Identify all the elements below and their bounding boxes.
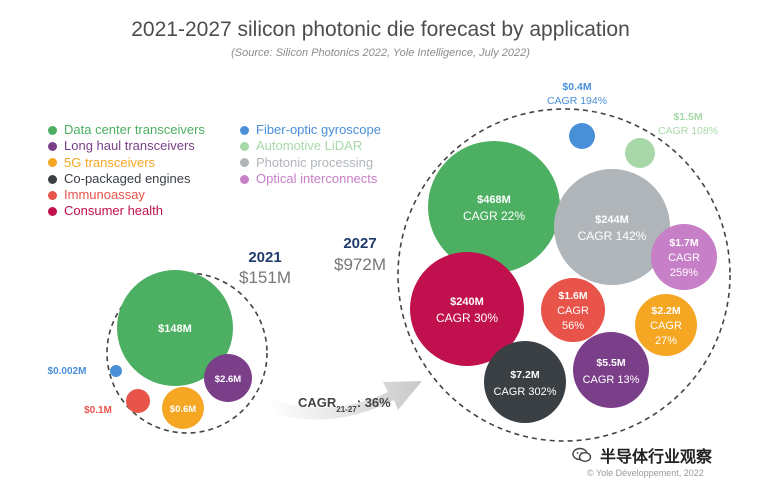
- legend-item: Automotive LiDAR: [240, 138, 381, 154]
- group-total-2027: $972M: [334, 255, 386, 274]
- bubble-cagr-label: CAGR 22%: [463, 209, 525, 223]
- bubble-cagr-label: 27%: [655, 335, 677, 347]
- bubble-value-label: $1.5M: [673, 111, 702, 123]
- group-year-2021: 2021: [248, 249, 281, 266]
- group-total-2021: $151M: [239, 268, 291, 287]
- watermark-text: 半导体行业观察: [600, 449, 713, 466]
- bubble-2027-long-haul-transceivers: [573, 332, 649, 408]
- legend-item: Data center transceivers: [48, 122, 205, 138]
- legend-swatch: [240, 141, 249, 151]
- legend-item: Consumer health: [48, 203, 205, 219]
- legend-label: Consumer health: [64, 203, 163, 219]
- group-outline-2027: [397, 108, 731, 442]
- bubble-value-label: $1.6M: [558, 290, 587, 302]
- bubble-value-label: $0.6M: [170, 404, 196, 415]
- bubble-2027-immunoassay: [541, 278, 605, 342]
- bubble-value-label: $5.5M: [596, 357, 625, 369]
- legend-item: 5G transceivers: [48, 155, 205, 171]
- bubble-2027-photonic-processing: [554, 169, 670, 285]
- bubble-2027-fiber-optic-gyroscope: [569, 123, 595, 149]
- legend-label: Immunoassay: [64, 187, 145, 203]
- bubble-2027-automotive-lidar: [625, 138, 655, 168]
- bubble-value-label: $244M: [595, 214, 629, 226]
- bubble-value-label: $148M: [158, 323, 192, 335]
- legend-label: Photonic processing: [256, 154, 374, 170]
- bubble-2021-immunoassay: [126, 389, 150, 413]
- chart-subtitle: (Source: Silicon Photonics 2022, Yole In…: [231, 47, 530, 59]
- watermark: 半导体行业观察: [572, 443, 712, 467]
- bubble-cagr-label: 259%: [670, 267, 698, 279]
- bubble-2027-optical-interconnects: [651, 224, 717, 290]
- bubble-cagr-label: CAGR 302%: [494, 386, 557, 398]
- bubble-cagr-label: CAGR 142%: [578, 229, 647, 243]
- legend-label: Fiber-optic gyroscope: [256, 122, 381, 137]
- overall-cagr-label: CAGR21-27: 36%: [298, 395, 391, 414]
- wechat-icon: [572, 447, 592, 463]
- chart-title: 2021-2027 silicon photonic die forecast …: [131, 18, 630, 41]
- legend-label: Data center transceivers: [64, 122, 205, 137]
- group-year-2027: 2027: [343, 235, 376, 252]
- bubble-value-label: $2.6M: [215, 374, 241, 385]
- group-outline-2021: [106, 272, 268, 434]
- legend-label: Long haul transceivers: [64, 138, 195, 154]
- bubble-value-label: $0.4M: [562, 81, 591, 93]
- legend-swatch: [48, 141, 57, 151]
- legend-swatch: [240, 158, 249, 168]
- bubble-2021-fiber-optic-gyroscope: [110, 365, 122, 377]
- bubble-2027-consumer-health: [410, 252, 524, 366]
- legend-item: Fiber-optic gyroscope: [240, 122, 381, 138]
- legend-left: Data center transceivers Long haul transc…: [48, 122, 205, 220]
- legend-label: Automotive LiDAR: [256, 138, 363, 154]
- legend-label: 5G transceivers: [64, 154, 156, 170]
- bubble-cagr-label: CAGR 30%: [436, 311, 498, 325]
- bubble-value-label: $1.7M: [669, 237, 698, 249]
- bubble-cagr-label: CAGR: [650, 320, 682, 332]
- legend-item: Immunoassay: [48, 187, 205, 203]
- legend-item: Photonic processing: [240, 155, 381, 171]
- bubble-value-label: $0.1M: [84, 405, 112, 416]
- copyright: © Yole Développement, 2022: [587, 468, 704, 478]
- legend-swatch: [240, 125, 249, 135]
- bubble-cagr-label: 56%: [562, 320, 584, 332]
- bubble-cagr-label: CAGR 13%: [583, 374, 640, 386]
- bubble-cagr-label: CAGR 108%: [658, 125, 718, 137]
- bubble-cagr-label: CAGR 194%: [547, 95, 607, 107]
- legend-swatch: [48, 174, 57, 184]
- legend-swatch: [48, 190, 57, 200]
- bubble-value-label: $468M: [477, 194, 511, 206]
- legend-right: Fiber-optic gyroscope Automotive LiDAR Pho…: [240, 122, 381, 187]
- legend-swatch: [48, 207, 57, 217]
- bubble-2021-long-haul-transceivers: [204, 354, 252, 402]
- bubble-2027-co-packaged-engines: [484, 341, 566, 423]
- legend-swatch: [48, 125, 57, 135]
- bubble-value-label: $7.2M: [510, 369, 539, 381]
- bubble-cagr-label: CAGR: [668, 252, 700, 264]
- legend-item: Optical interconnects: [240, 171, 381, 187]
- bubble-cagr-label: CAGR: [557, 305, 589, 317]
- bubble-2021-5g-transceivers: [162, 387, 204, 429]
- growth-arrow: [268, 381, 422, 420]
- bubble-value-label: $2.2M: [651, 305, 680, 317]
- legend-label: Optical interconnects: [256, 170, 378, 186]
- bubble-2027-data-center-transceivers: [428, 141, 560, 273]
- legend-swatch: [48, 158, 57, 168]
- legend-swatch: [240, 174, 249, 184]
- bubble-2027-5g-transceivers: [635, 294, 697, 356]
- legend-label: Co-packaged engines: [64, 170, 191, 186]
- bubble-2021-data-center-transceivers: [117, 270, 233, 386]
- legend-item: Long haul transceivers: [48, 138, 205, 154]
- legend-item: Co-packaged engines: [48, 171, 205, 187]
- bubble-value-label: $0.002M: [48, 366, 87, 377]
- bubble-value-label: $240M: [450, 296, 484, 308]
